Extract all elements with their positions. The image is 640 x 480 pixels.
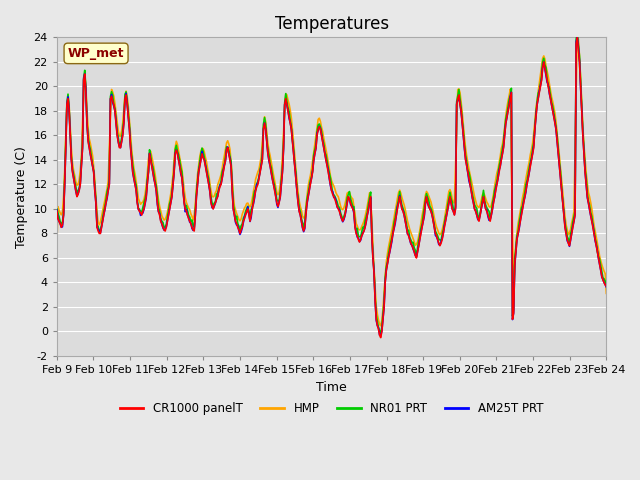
CR1000 panelT <box>53 208 61 214</box>
HMP <box>226 146 234 152</box>
Text: WP_met: WP_met <box>68 47 124 60</box>
Line: AM25T PRT: AM25T PRT <box>57 37 606 336</box>
CR1000 panelT <box>198 151 206 156</box>
X-axis label: Time: Time <box>316 381 347 394</box>
AM25T PRT <box>539 64 547 70</box>
Legend: CR1000 panelT, HMP, NR01 PRT, AM25T PRT: CR1000 panelT, HMP, NR01 PRT, AM25T PRT <box>115 398 548 420</box>
NR01 PRT <box>568 227 575 233</box>
CR1000 panelT <box>226 157 234 163</box>
NR01 PRT <box>573 30 581 36</box>
HMP <box>198 145 206 151</box>
Line: NR01 PRT: NR01 PRT <box>57 33 606 333</box>
HMP <box>445 189 452 194</box>
HMP <box>539 55 547 61</box>
Y-axis label: Temperature (C): Temperature (C) <box>15 146 28 248</box>
AM25T PRT <box>602 284 610 290</box>
AM25T PRT <box>573 34 581 40</box>
HMP <box>596 253 604 259</box>
NR01 PRT <box>602 281 610 287</box>
Line: HMP: HMP <box>57 33 606 326</box>
CR1000 panelT <box>602 283 610 289</box>
AM25T PRT <box>53 207 61 213</box>
CR1000 panelT <box>377 335 385 340</box>
HMP <box>602 290 610 296</box>
AM25T PRT <box>226 156 234 161</box>
AM25T PRT <box>198 148 206 154</box>
NR01 PRT <box>539 59 547 65</box>
AM25T PRT <box>377 333 385 338</box>
CR1000 panelT <box>445 200 452 205</box>
CR1000 panelT <box>539 65 547 71</box>
HMP <box>377 323 385 329</box>
HMP <box>568 220 575 226</box>
CR1000 panelT <box>596 261 604 267</box>
HMP <box>53 244 61 250</box>
CR1000 panelT <box>568 230 575 236</box>
AM25T PRT <box>596 261 604 267</box>
NR01 PRT <box>377 330 385 336</box>
NR01 PRT <box>198 145 206 151</box>
Line: CR1000 panelT: CR1000 panelT <box>57 37 606 337</box>
NR01 PRT <box>596 256 604 262</box>
CR1000 panelT <box>573 35 581 40</box>
NR01 PRT <box>445 196 452 202</box>
NR01 PRT <box>53 206 61 212</box>
AM25T PRT <box>445 200 452 206</box>
Title: Temperatures: Temperatures <box>275 15 388 33</box>
HMP <box>573 30 581 36</box>
AM25T PRT <box>568 230 575 236</box>
NR01 PRT <box>226 154 234 159</box>
